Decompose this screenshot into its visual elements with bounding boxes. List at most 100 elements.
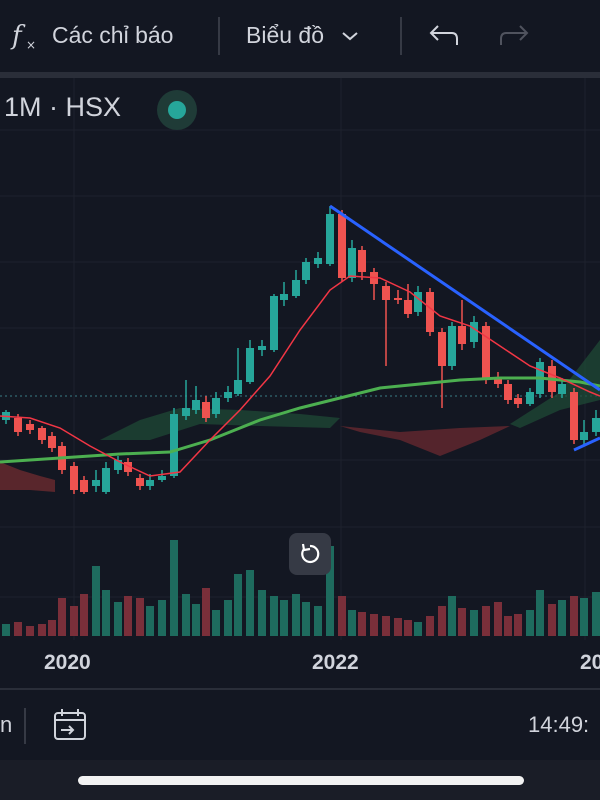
clock-time: 14:49: [528,712,590,737]
home-indicator[interactable] [78,776,524,785]
candle-body [302,262,310,280]
volume-bar [302,602,310,636]
volume-bar [526,610,534,636]
candle-body [70,466,78,490]
fx-icon: f × [10,21,36,52]
candle-body [482,326,490,378]
volume-bar [514,614,522,636]
volume-bar [314,606,322,636]
volume-bar [58,598,66,636]
volume-bar [482,606,490,636]
candle-body [404,300,412,314]
volume-bar [338,596,346,636]
volume-bar [26,626,34,636]
candle-body [514,398,522,404]
candle-body [358,250,366,272]
volume-bar [438,606,446,636]
candle-body [80,480,88,492]
status-dot [168,101,186,119]
svg-text:f: f [10,21,26,51]
candle-body [38,428,46,440]
home-bar [0,760,600,800]
volume-bar [80,594,88,636]
volume-bar [270,596,278,636]
x-tick-label: 2020 [44,651,91,674]
volume-bar [414,622,422,636]
candle-body [394,298,402,300]
candle-body [414,292,422,312]
indicators-label: Các chỉ báo [52,21,174,48]
cloud-segment [100,408,340,440]
volume-bar [114,602,122,636]
volume-bar [280,600,288,636]
candle-body [438,332,446,366]
short-ma-line [0,275,600,477]
candle-body [458,326,466,344]
candle-body [26,424,34,430]
toolbar-separator [0,72,600,78]
candle-body [570,392,578,440]
candle-body [212,398,220,414]
volume-bar [158,600,166,636]
candle-body [494,378,502,384]
volume-bar [14,622,22,636]
indicators-button[interactable]: f × Các chỉ báo [10,18,173,52]
price-chart[interactable] [0,78,600,688]
volume-bar [470,610,478,636]
volume-bar [136,598,144,636]
candle-body [92,480,100,486]
volume-bar [536,590,544,636]
volume-bar [146,606,154,636]
reset-chart-button[interactable] [289,533,331,575]
symbol-label: 1M · HSX [4,92,122,122]
cloud-segment [340,426,510,456]
volume-bar [494,602,502,636]
volume-bar [212,610,220,636]
volume-bar [38,624,46,636]
volume-bar [234,574,242,636]
ichimoku-cloud [0,340,600,492]
volume-bar [382,616,390,636]
volume-bar [558,600,566,636]
candle-body [102,468,110,492]
market-status-indicator[interactable] [157,90,197,130]
volume-bar [246,570,254,636]
candle-body [192,400,200,410]
volume-bar [548,604,556,636]
candle-body [592,418,600,432]
chevron-down-icon [342,31,358,40]
volume-bar [192,604,200,636]
candle-body [470,322,478,342]
candle-body [426,292,434,332]
candle-body [170,414,178,476]
candle-body [146,480,154,486]
indicator-lines [0,204,600,477]
candle-body [580,432,588,440]
candle-body [202,402,210,418]
candle-body [504,384,512,400]
calendar-arrow-icon[interactable] [52,707,88,743]
candle-body [448,326,456,366]
range-partial-label[interactable]: n [0,712,13,737]
bottom-divider [24,708,26,744]
candle-body [338,214,346,278]
volume-bar [258,590,266,636]
candle-body [14,418,22,432]
candle-body [182,408,190,416]
candle-body [246,348,254,382]
candle-body [526,392,534,404]
candle-body [158,476,166,480]
chart-type-dropdown[interactable]: Biểu đồ [246,22,360,49]
undo-icon[interactable] [428,23,460,49]
volume-bar [570,596,578,636]
redo-icon[interactable] [498,23,530,49]
volume-bar [202,588,210,636]
candle-body [326,214,334,264]
candle-body [48,436,56,448]
candle-body [292,280,300,296]
volume-bar [504,616,512,636]
volume-bar [592,592,600,636]
volume-bar [2,624,10,636]
candle-body [136,478,144,486]
volume-bar [102,590,110,636]
